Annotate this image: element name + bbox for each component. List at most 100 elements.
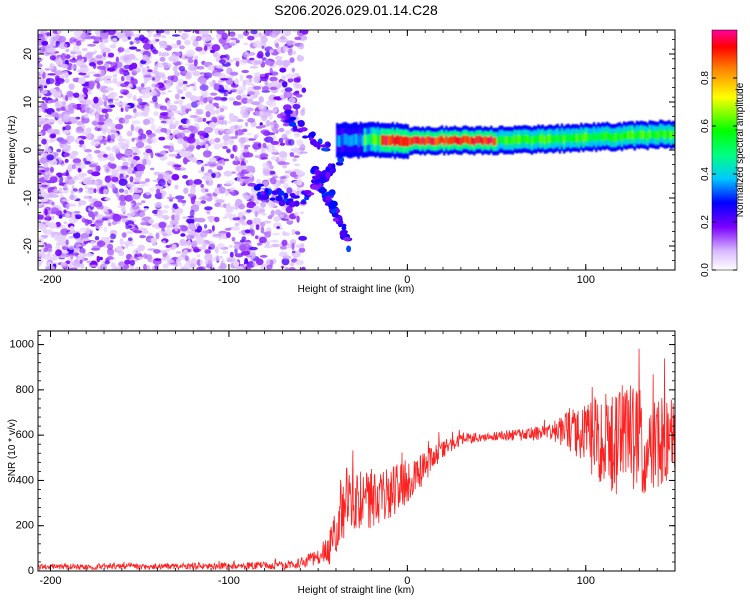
spectrogram-speckle <box>235 267 245 270</box>
spectrogram-speckle <box>280 35 286 40</box>
spectrogram-band-cell <box>366 134 369 146</box>
spectrogram-speckle <box>63 221 67 225</box>
spectrogram-speckle <box>126 92 133 99</box>
spectrogram-speckle <box>234 222 240 227</box>
spectrogram-speckle <box>62 130 71 134</box>
spectrogram-speckle <box>106 122 116 127</box>
spectrogram-speckle <box>73 232 81 239</box>
spectrogram-speckle <box>155 232 160 240</box>
spectrogram-band-cell <box>522 134 525 143</box>
spectrogram-speckle <box>147 159 152 167</box>
spectrogram-speckle <box>121 101 128 106</box>
spectrogram-speckle <box>127 184 132 188</box>
spectrogram-speckle <box>88 197 94 203</box>
spectrogram-speckle <box>283 91 287 99</box>
spectrogram-speckle <box>144 105 150 113</box>
spectrogram-band-cell <box>509 136 512 145</box>
spectrogram-speckle <box>165 254 171 261</box>
spectrogram-speckle <box>200 183 204 188</box>
spectrogram-speckle <box>174 214 180 222</box>
spectrogram-speckle <box>109 44 117 49</box>
spectrogram-speckle <box>67 102 78 111</box>
spectrogram-speckle <box>160 41 164 45</box>
spectrogram-speckle <box>208 64 215 71</box>
spectrogram-speckle <box>294 36 302 41</box>
spectrogram-band-cell <box>376 133 380 145</box>
spectrogram-speckle <box>247 138 256 141</box>
spectrogram-speckle <box>46 119 56 123</box>
spectrogram-speckle <box>189 83 195 87</box>
spectrogram-band-cell <box>586 133 589 142</box>
spectrogram-speckle <box>275 42 280 49</box>
spectrogram-speckle <box>247 117 256 123</box>
spectrogram-speckle <box>152 179 159 182</box>
spectrogram-speckle <box>270 149 279 155</box>
spectrogram-band-cell <box>477 135 480 144</box>
spectrogram-speckle <box>47 251 51 257</box>
spectrogram-speckle <box>137 244 145 251</box>
spectrogram-speckle <box>80 263 85 269</box>
spectrogram-speckle <box>173 164 182 168</box>
spectrogram-speckle <box>122 158 127 162</box>
spectrogram-speckle <box>93 180 99 186</box>
spectrogram-speckle <box>52 188 59 193</box>
spectrogram-speckle <box>259 124 267 128</box>
spectrogram-speckle <box>296 188 300 192</box>
spectrogram-speckle <box>267 100 277 108</box>
colorbar-tick-label-0.2: 0.2 <box>700 215 711 229</box>
spectrogram-speckle <box>146 86 151 92</box>
spectrogram-speckle <box>59 59 64 66</box>
spectrogram-speckle <box>176 39 182 46</box>
spectrogram-speckle <box>126 142 130 147</box>
spectrogram-speckle <box>199 132 206 140</box>
spectrogram-speckle <box>291 250 296 254</box>
spectrogram-band-cell <box>635 130 639 139</box>
spectrogram-speckle <box>125 74 132 81</box>
spectrogram-speckle <box>171 214 176 221</box>
spectrogram-band-cell <box>612 133 615 142</box>
spectrogram-speckle <box>83 195 89 200</box>
snr-y-tick-label-0: 0 <box>28 565 34 577</box>
spectrogram-speckle <box>235 39 240 44</box>
spectrogram-speckle <box>214 163 223 167</box>
spectrogram-speckle <box>63 113 70 120</box>
spectrogram-speckle <box>93 200 103 208</box>
spectrogram-speckle <box>77 50 82 56</box>
spectrogram-speckle <box>152 91 158 96</box>
spectrogram-y-ticks: -20 -10 0 10 20 <box>22 29 675 271</box>
spectrogram-speckle <box>124 114 132 120</box>
spectrogram-speckle <box>181 70 187 74</box>
spectrogram-speckle <box>291 149 300 152</box>
spectrogram-speckle <box>150 151 154 159</box>
spectrogram-speckle <box>103 188 108 195</box>
spectrogram-speckle <box>138 101 148 106</box>
spectrogram-speckle <box>287 48 293 56</box>
spectrogram-speckle <box>87 91 93 95</box>
spectrogram-speckle <box>193 179 203 185</box>
spectrogram-speckle <box>278 137 284 144</box>
spectrogram-speckle <box>270 140 280 145</box>
spectrogram-speckle <box>174 69 178 76</box>
spectrogram-speckle <box>231 171 236 174</box>
spectrogram-speckle <box>184 263 191 269</box>
spectrogram-speckle <box>218 116 225 120</box>
spectrogram-speckle <box>294 90 300 94</box>
spectrogram-speckle <box>213 102 219 107</box>
spectrogram-speckle <box>127 36 131 40</box>
spectrogram-speckle <box>125 174 129 178</box>
spectrogram-speckle <box>108 222 112 227</box>
spectrogram-x-tick-label-0: 0 <box>404 274 410 286</box>
spectrogram-speckle <box>229 71 239 76</box>
spectrogram-band-cell <box>657 131 660 140</box>
spectrogram-speckle <box>235 206 239 210</box>
spectrogram-speckle <box>182 175 188 179</box>
spectrogram-speckle <box>93 74 101 77</box>
spectrogram-speckle <box>204 188 209 193</box>
spectrogram-speckle <box>72 158 82 164</box>
spectrogram-x-tick-label--100: -100 <box>218 274 240 286</box>
spectrogram-speckle <box>103 139 107 146</box>
spectrogram-speckle <box>72 215 76 221</box>
spectrogram-speckle <box>276 38 282 43</box>
spectrogram-speckle <box>196 161 202 165</box>
spectrogram-speckle <box>122 161 129 167</box>
